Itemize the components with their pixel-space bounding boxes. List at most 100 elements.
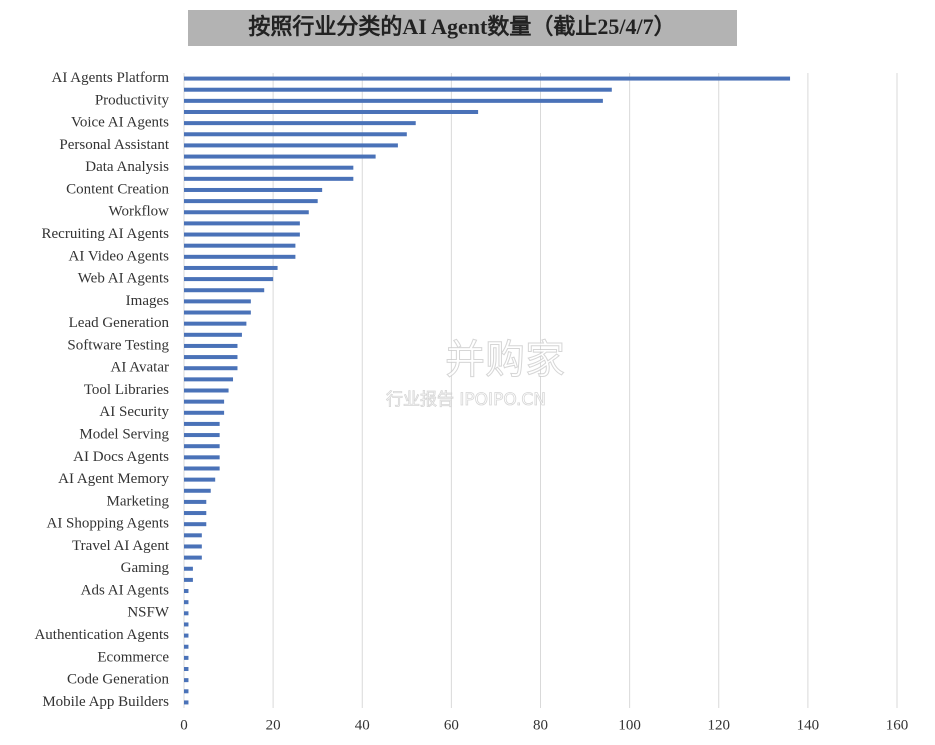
x-tick-label: 0 <box>180 717 188 733</box>
bar <box>184 321 247 326</box>
bar <box>184 310 251 315</box>
bar <box>184 533 202 538</box>
y-tick-label: AI Agent Memory <box>58 471 169 487</box>
bar <box>184 165 354 170</box>
bar <box>184 377 234 382</box>
bar <box>184 76 791 81</box>
y-tick-label: Content Creation <box>66 181 169 197</box>
x-tick-label: 140 <box>797 717 820 733</box>
y-tick-label: AI Shopping Agents <box>46 516 169 532</box>
y-tick-label: Data Analysis <box>85 159 169 175</box>
bar <box>184 622 189 627</box>
bar <box>184 611 189 616</box>
y-tick-label: Mobile App Builders <box>42 694 169 710</box>
bar <box>184 678 189 683</box>
y-tick-label: AI Video Agents <box>69 248 170 264</box>
y-tick-label: Model Serving <box>79 426 169 442</box>
y-tick-label: Ads AI Agents <box>81 582 170 598</box>
bar <box>184 343 238 348</box>
bar <box>184 132 407 137</box>
y-tick-label: Recruiting AI Agents <box>42 226 170 242</box>
watermark: 并购家 <box>445 337 565 383</box>
bar <box>184 187 323 192</box>
bar <box>184 199 318 204</box>
watermark: 行业报告 IPOIPO.CN <box>386 390 546 410</box>
chart-title: 按照行业分类的AI Agent数量（截止25/4/7） <box>248 14 675 39</box>
x-tick-label: 80 <box>533 717 548 733</box>
bar <box>184 154 376 159</box>
bar <box>184 332 242 337</box>
x-tick-label: 40 <box>355 717 370 733</box>
bar <box>184 355 238 360</box>
bar <box>184 121 416 126</box>
x-tick-label: 120 <box>708 717 731 733</box>
y-tick-label: AI Docs Agents <box>73 449 169 465</box>
y-tick-label: AI Security <box>99 404 169 420</box>
y-tick-label: AI Agents Platform <box>52 70 170 86</box>
bar <box>184 555 202 560</box>
bar <box>184 633 189 638</box>
bar <box>184 488 211 493</box>
bar <box>184 98 603 103</box>
title-background <box>188 10 737 46</box>
y-tick-label: Voice AI Agents <box>71 115 169 131</box>
bar <box>184 444 220 449</box>
y-tick-label: Web AI Agents <box>78 271 169 287</box>
bar <box>184 667 189 672</box>
bar <box>184 143 398 148</box>
bar <box>184 544 202 549</box>
x-tick-label: 20 <box>266 717 281 733</box>
bar <box>184 277 274 282</box>
bar <box>184 499 207 504</box>
x-tick-label: 100 <box>618 717 641 733</box>
bar <box>184 421 220 426</box>
y-tick-label: Workflow <box>109 204 170 220</box>
bar <box>184 299 251 304</box>
bar <box>184 511 207 516</box>
bar <box>184 232 300 237</box>
bar <box>184 577 193 582</box>
bar <box>184 566 193 571</box>
bar <box>184 700 189 705</box>
y-tick-label: Software Testing <box>67 337 169 353</box>
x-tick-label: 60 <box>444 717 459 733</box>
y-tick-label: Personal Assistant <box>59 137 169 153</box>
x-tick-label: 160 <box>886 717 909 733</box>
bar <box>184 522 207 527</box>
bar <box>184 477 216 482</box>
bar <box>184 210 309 215</box>
bar <box>184 589 189 594</box>
bar <box>184 433 220 438</box>
y-tick-label: Lead Generation <box>69 315 170 331</box>
y-tick-label: Gaming <box>121 560 170 576</box>
bar <box>184 288 265 293</box>
bar <box>184 644 189 649</box>
bar <box>184 221 300 226</box>
bar <box>184 388 229 393</box>
bar <box>184 399 225 404</box>
y-tick-label: Ecommerce <box>97 649 169 665</box>
y-tick-label: Code Generation <box>67 672 170 688</box>
y-tick-label: Productivity <box>95 92 170 108</box>
bar <box>184 87 612 92</box>
bar <box>184 410 225 415</box>
bar <box>184 600 189 605</box>
y-tick-label: AI Avatar <box>111 360 169 376</box>
bar <box>184 366 238 371</box>
y-tick-label: Tool Libraries <box>84 382 169 398</box>
bar <box>184 689 189 694</box>
y-tick-label: Authentication Agents <box>34 627 169 643</box>
y-tick-label: NSFW <box>127 605 170 621</box>
y-tick-label: Images <box>126 293 169 309</box>
bar <box>184 109 479 114</box>
bar <box>184 265 278 270</box>
bar <box>184 466 220 471</box>
bar <box>184 254 296 259</box>
bar <box>184 655 189 660</box>
bar <box>184 176 354 181</box>
bar <box>184 455 220 460</box>
y-tick-label: Marketing <box>107 493 170 509</box>
bar <box>184 243 296 248</box>
y-tick-label: Travel AI Agent <box>72 538 170 554</box>
